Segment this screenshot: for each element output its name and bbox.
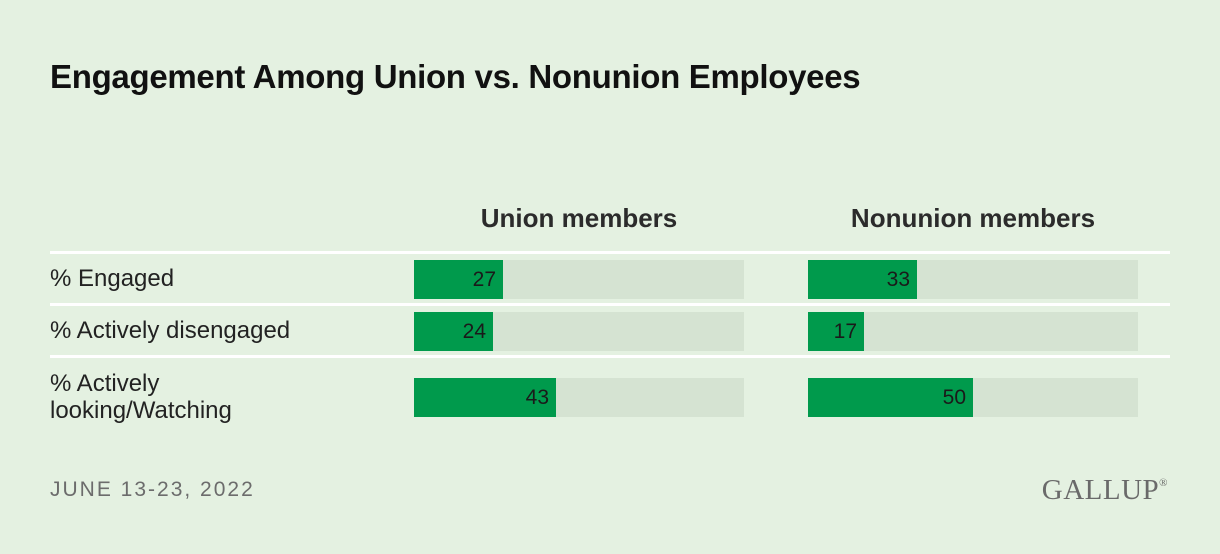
bar — [414, 378, 556, 417]
row-label: % Engaged — [50, 265, 174, 292]
gallup-logo: GALLUP® — [1042, 474, 1168, 507]
bar-track: 50 — [808, 378, 1138, 417]
row-divider — [50, 251, 1170, 254]
data-label: 50 — [942, 386, 966, 409]
logo-text: GALLUP — [1041, 474, 1160, 506]
bar-track: 33 — [808, 260, 1138, 299]
bar-track: 24 — [414, 312, 744, 351]
row-divider — [50, 355, 1170, 358]
row-label-line: looking/Watching — [50, 397, 232, 424]
bar — [414, 312, 493, 351]
data-label: 27 — [472, 268, 496, 291]
data-label: 17 — [833, 320, 857, 343]
row-label-line: % Actively — [50, 370, 160, 397]
column-header: Union members — [480, 203, 678, 233]
bar — [808, 378, 973, 417]
page-title: Engagement Among Union vs. Nonunion Empl… — [50, 58, 861, 95]
bar-track: 43 — [414, 378, 744, 417]
bar — [808, 260, 917, 299]
row-divider — [50, 303, 1170, 306]
row-label: % Actively disengaged — [50, 317, 290, 344]
row-label-line: % Engaged — [50, 265, 175, 292]
registered-mark: ® — [1159, 477, 1168, 489]
data-label: 43 — [525, 386, 549, 409]
bar-track: 17 — [808, 312, 1138, 351]
bar — [414, 260, 503, 299]
row-label-line: % Actively disengaged — [50, 317, 291, 344]
data-label: 24 — [462, 320, 486, 343]
date-footer: JUNE 13-23, 2022 — [50, 478, 255, 501]
row-label: % Actively looking/Watching — [50, 370, 232, 424]
bar — [808, 312, 864, 351]
data-label: 33 — [886, 268, 910, 291]
column-header: Nonunion members — [850, 203, 1096, 233]
bar-track: 27 — [414, 260, 744, 299]
